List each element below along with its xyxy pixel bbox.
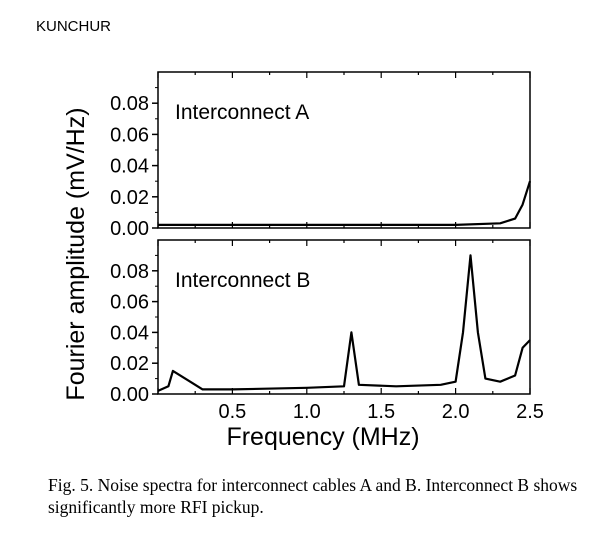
y-tick-label: 0.06 — [110, 124, 149, 146]
y-tick-label: 0.02 — [110, 353, 149, 375]
y-tick-label: 0.08 — [110, 93, 149, 115]
y-tick-label: 0.06 — [110, 292, 149, 314]
x-axis-label: Frequency (MHz) — [226, 423, 419, 451]
series-line-0 — [158, 180, 532, 226]
x-tick-label: 1.5 — [367, 401, 395, 423]
y-tick-label: 0.04 — [110, 156, 149, 178]
panel-frame-1 — [157, 239, 531, 395]
noise-spectra-chart: Fourier amplitude (mV/Hz) 0.000.020.040.… — [62, 71, 544, 451]
series-line-1 — [157, 254, 531, 392]
figure-caption: Fig. 5. Noise spectra for interconnect c… — [48, 475, 578, 517]
x-tick-label: 2.5 — [516, 401, 544, 423]
y-tick-label: 0.08 — [110, 261, 149, 283]
panel-frame-0 — [157, 71, 531, 229]
y-tick-label: 0.02 — [110, 187, 149, 209]
y-tick-label: 0.04 — [110, 322, 149, 344]
x-tick-label: 0.5 — [218, 401, 246, 423]
x-tick-label: 2.0 — [442, 401, 470, 423]
y-tick-label: 0.00 — [110, 218, 149, 240]
page-header: KUNCHUR — [36, 18, 111, 35]
panel-label: Interconnect A — [175, 101, 309, 124]
y-axis-label: Fourier amplitude (mV/Hz) — [62, 107, 90, 400]
x-tick-label: 1.0 — [293, 401, 321, 423]
y-tick-label: 0.00 — [110, 384, 149, 406]
chart-panels: 0.00 0.02 0.04 0.06 0.08 Interconnect A 0.00 0.… — [110, 71, 544, 423]
panel-label: Interconnect B — [175, 269, 310, 292]
